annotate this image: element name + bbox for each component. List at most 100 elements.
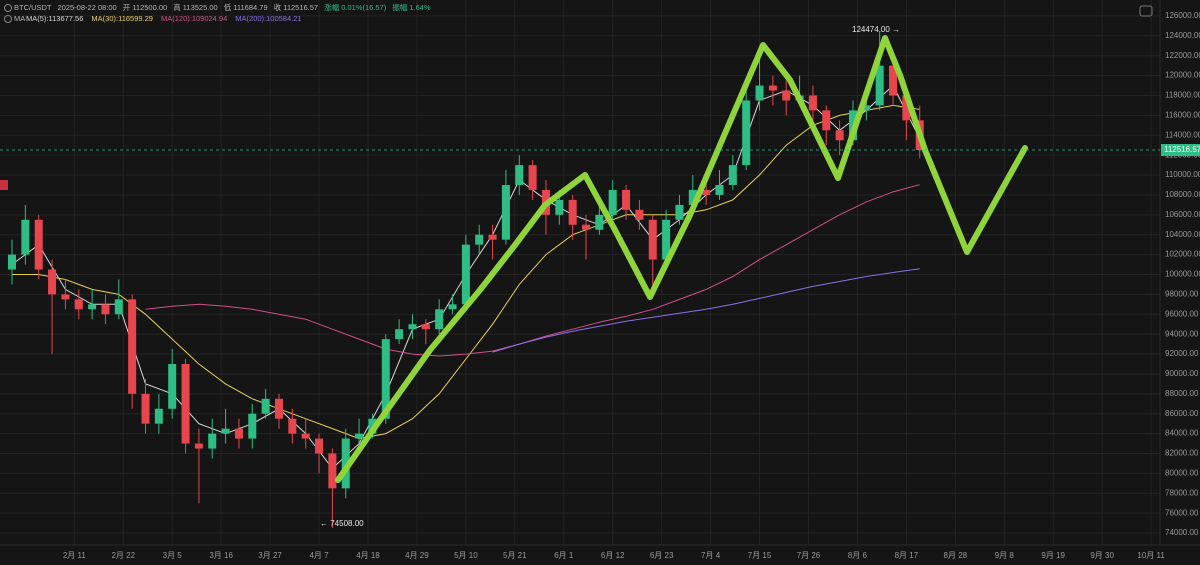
header-symbol: BTC/USDT xyxy=(14,3,52,12)
candle-body xyxy=(528,165,537,190)
candle-body xyxy=(355,433,364,439)
header-change-text: 涨幅 0.01%(16.57) xyxy=(324,2,387,12)
y-tick-label: 78000.00 xyxy=(1165,488,1199,497)
x-tick-label: 2月 22 xyxy=(111,551,135,560)
candle-body xyxy=(141,393,150,424)
y-tick-label: 116000.00 xyxy=(1165,110,1200,119)
candle-body xyxy=(835,130,844,141)
y-tick-label: 106000.00 xyxy=(1165,210,1200,219)
x-tick-label: 8月 6 xyxy=(848,551,868,560)
y-tick-label: 120000.00 xyxy=(1165,71,1200,80)
candle-body xyxy=(875,65,884,106)
x-tick-label: 4月 18 xyxy=(356,551,380,560)
candle-body xyxy=(395,329,404,340)
candle-body xyxy=(21,219,30,255)
ma-line xyxy=(492,268,920,353)
header-range-text: 振幅 1.64% xyxy=(392,2,431,12)
candle-body xyxy=(34,219,43,270)
grid xyxy=(0,0,1160,545)
x-tick-label: 7月 26 xyxy=(797,551,821,560)
candles xyxy=(8,31,924,529)
y-tick-label: 102000.00 xyxy=(1165,250,1200,259)
candle-body xyxy=(48,269,57,295)
candle-body xyxy=(822,110,831,131)
candle-body xyxy=(622,189,631,210)
x-tick-label: 5月 10 xyxy=(454,551,478,560)
candle-body xyxy=(421,324,430,330)
y-tick-label: 96000.00 xyxy=(1165,309,1199,318)
y-tick-label: 108000.00 xyxy=(1165,190,1200,199)
x-tick-label: 4月 29 xyxy=(405,551,429,560)
header-high-text: 高 113525.00 xyxy=(173,2,217,12)
candle-body xyxy=(902,95,911,121)
candle-body xyxy=(675,204,684,220)
candle-body xyxy=(595,214,604,230)
candle-body xyxy=(315,438,324,454)
candle-body xyxy=(635,209,644,220)
candle-body xyxy=(168,363,177,409)
x-tick-label: 6月 12 xyxy=(601,551,625,560)
x-tick-label: 9月 8 xyxy=(995,551,1015,560)
header-open-text: 开 112500.00 xyxy=(123,3,167,12)
header-low-text: 低 111684.79 xyxy=(224,2,268,12)
candle-body xyxy=(715,184,724,195)
y-tick-label: 126000.00 xyxy=(1165,11,1200,20)
y-tick-label: 110000.00 xyxy=(1165,170,1200,179)
x-tick-label: 8月 17 xyxy=(895,551,919,560)
y-tick-label: 118000.00 xyxy=(1165,91,1200,100)
candle-body xyxy=(61,294,70,300)
candle-body xyxy=(475,234,484,245)
collapse-icon[interactable] xyxy=(4,4,12,12)
candle-body xyxy=(488,234,497,240)
header-time: 2025-08-22 08:00 xyxy=(58,3,117,12)
candle-body xyxy=(702,189,711,195)
candle-body xyxy=(515,165,524,185)
candle-body xyxy=(128,299,137,394)
x-tick-label: 9月 19 xyxy=(1041,551,1065,560)
candle-body xyxy=(194,443,203,449)
ma-label: MA xyxy=(14,14,25,23)
candle-body xyxy=(435,309,444,330)
y-tick-label: 98000.00 xyxy=(1165,289,1199,298)
last-price-tag xyxy=(1161,144,1200,157)
x-tick-label: 4月 7 xyxy=(309,551,329,560)
candle-body xyxy=(461,244,470,305)
candle-body xyxy=(862,105,871,111)
ma-toggle-icon[interactable] xyxy=(4,15,12,23)
candle-body xyxy=(808,95,817,111)
high-annotation: 124474.00 → xyxy=(852,25,900,34)
candle-body xyxy=(381,339,390,419)
x-tick-label: 3月 16 xyxy=(209,551,233,560)
x-tick-label: 8月 28 xyxy=(944,551,968,560)
candle-body xyxy=(555,199,564,215)
x-tick-label: 3月 27 xyxy=(258,551,282,560)
candle-body xyxy=(88,304,97,310)
candle-body xyxy=(114,299,123,315)
candle-body xyxy=(782,90,791,101)
settings-icon[interactable] xyxy=(1139,5,1153,17)
candle-body xyxy=(662,219,671,260)
x-tick-label: 3月 5 xyxy=(163,551,183,560)
left-price-tag xyxy=(0,180,8,190)
y-tick-label: 114000.00 xyxy=(1165,130,1200,139)
y-tick-label: 74000.00 xyxy=(1165,528,1199,537)
candle-body xyxy=(755,85,764,101)
low-annotation: ← 74508.00 xyxy=(320,519,364,528)
candle-body xyxy=(328,453,337,489)
candle-body xyxy=(568,199,577,225)
hand-drawn-zigzag xyxy=(335,35,1028,483)
candle-body xyxy=(208,433,217,449)
y-tick-label: 124000.00 xyxy=(1165,31,1200,40)
candle-body xyxy=(234,428,243,439)
candle-body xyxy=(582,224,591,230)
candle-body xyxy=(648,219,657,260)
candle-body xyxy=(688,189,697,205)
candle-body xyxy=(408,324,417,330)
candle-body xyxy=(8,254,17,270)
y-tick-label: 86000.00 xyxy=(1165,409,1199,418)
candle-body xyxy=(274,398,283,419)
candle-body xyxy=(261,398,270,414)
candle-body xyxy=(768,85,777,91)
